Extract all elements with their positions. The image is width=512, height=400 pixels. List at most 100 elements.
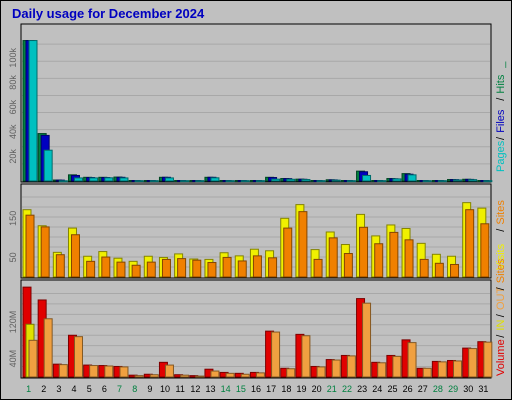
bar-out-day-3 xyxy=(58,364,68,378)
bar-sites-day-18 xyxy=(283,227,293,278)
bar-pages-day-21 xyxy=(331,179,341,182)
legend-label: Files xyxy=(495,109,507,133)
bar-out-day-6 xyxy=(104,365,114,378)
bar-pages-day-24 xyxy=(377,180,387,183)
bar-pages-day-18 xyxy=(286,178,296,182)
x-tick-label: 29 xyxy=(448,384,458,394)
bar-pages-day-3 xyxy=(58,180,68,183)
bar-pages-day-16 xyxy=(255,180,265,183)
bar-out-day-27 xyxy=(422,367,432,378)
y-tick-label: 20k xyxy=(8,149,18,164)
bar-out-day-15 xyxy=(240,373,250,378)
bar-sites-day-30 xyxy=(465,209,475,278)
x-tick-label: 27 xyxy=(418,384,428,394)
bar-out-day-25 xyxy=(392,355,402,378)
bar-out-day-12 xyxy=(195,375,205,378)
legend-label: / xyxy=(495,97,507,101)
bar-pages-day-4 xyxy=(73,177,83,182)
bar-sites-day-28 xyxy=(434,262,444,278)
legend-label: Volume xyxy=(495,339,507,376)
bar-out-day-21 xyxy=(331,359,341,378)
bar-pages-day-30 xyxy=(468,179,478,182)
bar-out-day-5 xyxy=(89,365,99,378)
bar-out-day-17 xyxy=(271,331,281,378)
bar-pages-day-25 xyxy=(392,178,402,182)
x-tick-label: 1 xyxy=(26,384,31,394)
bar-out-day-9 xyxy=(149,374,159,378)
bar-out-day-31 xyxy=(483,341,493,378)
legend-label: Visits xyxy=(495,243,507,270)
bar-sites-day-12 xyxy=(192,259,202,278)
y-tick-label: 80k xyxy=(8,75,18,90)
bar-pages-day-23 xyxy=(362,174,372,182)
legend-label: IN xyxy=(495,320,507,331)
x-tick-label: 15 xyxy=(236,384,246,394)
bar-sites-day-29 xyxy=(450,263,460,278)
bar-out-day-28 xyxy=(437,361,447,378)
panel-volume xyxy=(20,279,492,379)
bar-pages-day-26 xyxy=(407,174,417,182)
x-tick-label: 17 xyxy=(266,384,276,394)
bar-pages-day-11 xyxy=(180,180,190,183)
bar-pages-day-10 xyxy=(164,177,174,182)
bar-pages-day-31 xyxy=(483,180,493,183)
bar-sites-day-17 xyxy=(268,257,278,278)
legend-label: Hits xyxy=(495,74,507,93)
bar-sites-day-4 xyxy=(70,234,80,278)
bar-pages-day-20 xyxy=(316,180,326,183)
x-tick-label: 31 xyxy=(478,384,488,394)
legend-label: Sites xyxy=(495,200,507,225)
bar-sites-day-10 xyxy=(161,258,171,278)
bar-sites-day-9 xyxy=(146,261,156,278)
bar-sites-day-5 xyxy=(86,260,96,278)
bar-sites-day-23 xyxy=(359,226,369,278)
bar-pages-day-28 xyxy=(437,180,447,183)
bar-sites-day-16 xyxy=(252,255,262,278)
x-tick-label: 5 xyxy=(87,384,92,394)
x-tick-label: 28 xyxy=(433,384,443,394)
bar-pages-day-12 xyxy=(195,180,205,183)
bar-pages-day-19 xyxy=(301,179,311,182)
x-tick-label: 13 xyxy=(206,384,216,394)
bar-out-day-29 xyxy=(453,360,463,378)
bar-pages-day-7 xyxy=(119,177,129,182)
bar-sites-day-14 xyxy=(222,256,232,278)
x-tick-label: 8 xyxy=(132,384,137,394)
bar-pages-day-29 xyxy=(453,179,463,182)
y-tick-label: 150 xyxy=(8,211,18,226)
bar-sites-day-7 xyxy=(116,261,126,278)
bar-pages-day-13 xyxy=(210,177,220,182)
bar-pages-day-8 xyxy=(134,180,144,183)
x-tick-label: 21 xyxy=(327,384,337,394)
x-tick-label: 11 xyxy=(176,384,185,394)
bar-sites-day-31 xyxy=(480,223,490,278)
bar-pages-day-14 xyxy=(225,180,235,183)
x-tick-label: 30 xyxy=(463,384,473,394)
bar-out-day-18 xyxy=(286,368,296,378)
x-tick-label: 20 xyxy=(312,384,322,394)
bar-out-day-30 xyxy=(468,348,478,378)
x-tick-label: 19 xyxy=(296,384,306,394)
bar-out-day-11 xyxy=(180,374,190,378)
bar-pages-day-22 xyxy=(346,180,356,183)
bar-out-day-19 xyxy=(301,335,311,378)
legend-label: / xyxy=(495,334,507,338)
bar-sites-day-2 xyxy=(40,226,50,278)
chart-title: Daily usage for December 2024 xyxy=(12,6,205,21)
bar-out-day-8 xyxy=(134,375,144,378)
bar-out-day-24 xyxy=(377,362,387,378)
bar-sites-day-13 xyxy=(207,262,217,278)
x-tick-label: 2 xyxy=(41,384,46,394)
legend-label: / xyxy=(495,228,507,232)
bar-sites-day-11 xyxy=(177,258,187,278)
panel-hits xyxy=(20,23,492,183)
bar-out-day-22 xyxy=(346,355,356,378)
bar-pages-day-15 xyxy=(240,180,250,183)
y-tick-label: 60k xyxy=(8,99,18,114)
bar-sites-day-24 xyxy=(374,243,384,278)
bar-sites-day-3 xyxy=(55,254,65,278)
bar-pages-day-2 xyxy=(43,149,53,182)
x-tick-label: 22 xyxy=(342,384,352,394)
bar-out-day-26 xyxy=(407,342,417,378)
x-tick-label: 7 xyxy=(117,384,122,394)
